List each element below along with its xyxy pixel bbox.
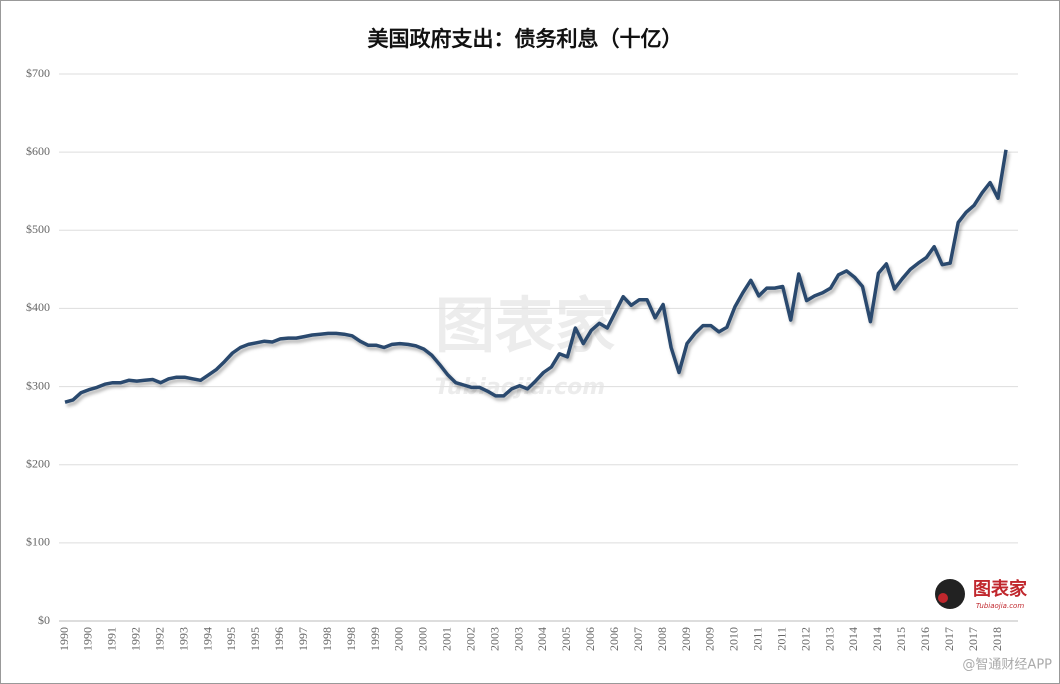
x-tick-label: 2009 (703, 627, 717, 651)
x-tick-label: 2009 (679, 627, 693, 651)
x-tick-label: 2011 (751, 627, 765, 651)
x-tick-label: 1992 (129, 627, 143, 651)
x-tick-label: 1998 (320, 627, 334, 651)
x-tick-label: 2014 (870, 627, 884, 651)
data-line (64, 149, 1008, 404)
x-tick-label: 2001 (440, 627, 454, 651)
y-tick-label: $300 (26, 378, 50, 392)
x-tick-label: 2017 (942, 627, 956, 651)
x-tick-label: 1991 (105, 627, 119, 651)
x-tick-label: 1996 (272, 627, 286, 651)
x-tick-label: 2000 (416, 627, 430, 651)
x-tick-label: 2012 (798, 627, 812, 651)
x-tick-label: 1995 (224, 627, 238, 651)
y-tick-label: $600 (26, 144, 50, 158)
x-tick-label: 1999 (368, 627, 382, 651)
y-tick-label: $500 (26, 222, 50, 236)
x-tick-label: 2015 (894, 627, 908, 651)
x-tick-label: 2018 (990, 627, 1004, 651)
x-tick-label: 2011 (774, 627, 788, 651)
logo-sub: Tubiaojia.com (976, 602, 1025, 610)
x-axis: 1990 1990 1991 1992 1992 1993 1994 1995 1995 1996… (57, 627, 1004, 651)
x-tick-label: 2000 (392, 627, 406, 651)
x-tick-label: 2004 (535, 627, 549, 651)
x-tick-label: 2005 (559, 627, 573, 651)
x-tick-label: 1997 (296, 627, 310, 651)
x-tick-label: 1992 (152, 627, 166, 651)
x-tick-label: 2013 (822, 627, 836, 651)
x-tick-label: 2007 (631, 627, 645, 651)
logo-icon (935, 579, 965, 609)
x-tick-label: 1990 (81, 627, 95, 651)
watermark: 图表家 (435, 292, 615, 362)
source-mark: @智通财经APP (962, 658, 1052, 673)
y-tick-label: $400 (26, 300, 50, 314)
x-tick-label: 1994 (200, 627, 214, 651)
x-tick-label: 1990 (57, 627, 71, 651)
x-tick-label: 1993 (176, 627, 190, 651)
x-tick-label: 2006 (607, 627, 621, 651)
x-tick-label: 1995 (248, 627, 262, 651)
x-tick-label: 2010 (727, 627, 741, 651)
y-tick-label: $100 (26, 535, 50, 549)
grid: $0 $100 $200 $300 $400 $500 $600 $700 (26, 66, 1018, 627)
x-tick-label: 2002 (463, 627, 477, 651)
x-tick-label: 2006 (583, 627, 597, 651)
logo-text: 图表家 (973, 578, 1028, 600)
x-tick-label: 1998 (344, 627, 358, 651)
logo-dot (938, 593, 948, 603)
y-tick-label: $200 (26, 456, 50, 470)
x-tick-label: 2003 (487, 627, 501, 651)
y-tick-label: $0 (38, 613, 50, 627)
y-tick-label: $700 (26, 66, 50, 80)
x-tick-label: 2003 (511, 627, 525, 651)
x-tick-label: 2008 (655, 627, 669, 651)
chart-title: 美国政府支出：债务利息（十亿） (368, 27, 683, 51)
x-tick-label: 2017 (966, 627, 980, 651)
x-tick-label: 2014 (846, 627, 860, 651)
plot (64, 149, 1008, 404)
x-tick-label: 2016 (918, 627, 932, 651)
